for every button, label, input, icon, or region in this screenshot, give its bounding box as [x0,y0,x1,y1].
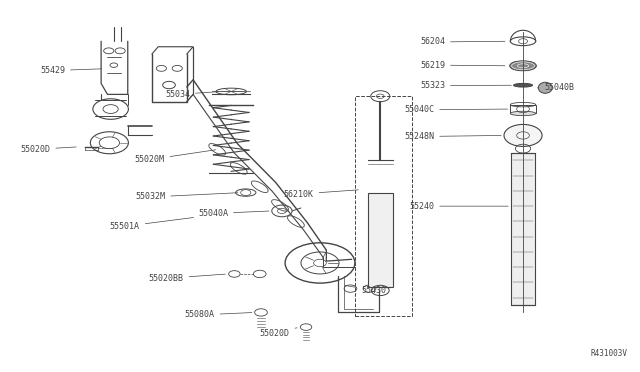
Ellipse shape [513,83,532,87]
Text: 55032M: 55032M [135,192,238,202]
Ellipse shape [538,82,552,93]
Circle shape [504,125,542,147]
Text: 56219: 56219 [420,61,505,70]
Text: 55040A: 55040A [198,209,269,218]
Text: 55430: 55430 [345,285,386,295]
Text: R431003V: R431003V [591,349,628,358]
Text: 56204: 56204 [420,38,505,46]
Bar [511,153,535,305]
Text: 55323: 55323 [420,81,511,90]
Text: 55080A: 55080A [185,311,252,320]
Text: 55034: 55034 [165,90,219,99]
Ellipse shape [509,61,536,71]
Text: 55020BB: 55020BB [148,274,225,283]
Text: 55020M: 55020M [134,150,216,164]
Text: 55040C: 55040C [404,105,508,114]
Bar [355,96,412,316]
Text: 56210K: 56210K [284,190,358,199]
Text: 55020D: 55020D [260,328,297,338]
Text: 55248N: 55248N [404,132,501,141]
Bar [510,105,536,113]
Text: 55240: 55240 [409,202,508,211]
Ellipse shape [510,111,536,116]
Text: 55429: 55429 [40,66,102,75]
Text: 55020D: 55020D [20,145,76,154]
Bar [367,193,393,287]
Text: 55501A: 55501A [110,218,193,231]
Text: 55040B: 55040B [538,83,574,92]
